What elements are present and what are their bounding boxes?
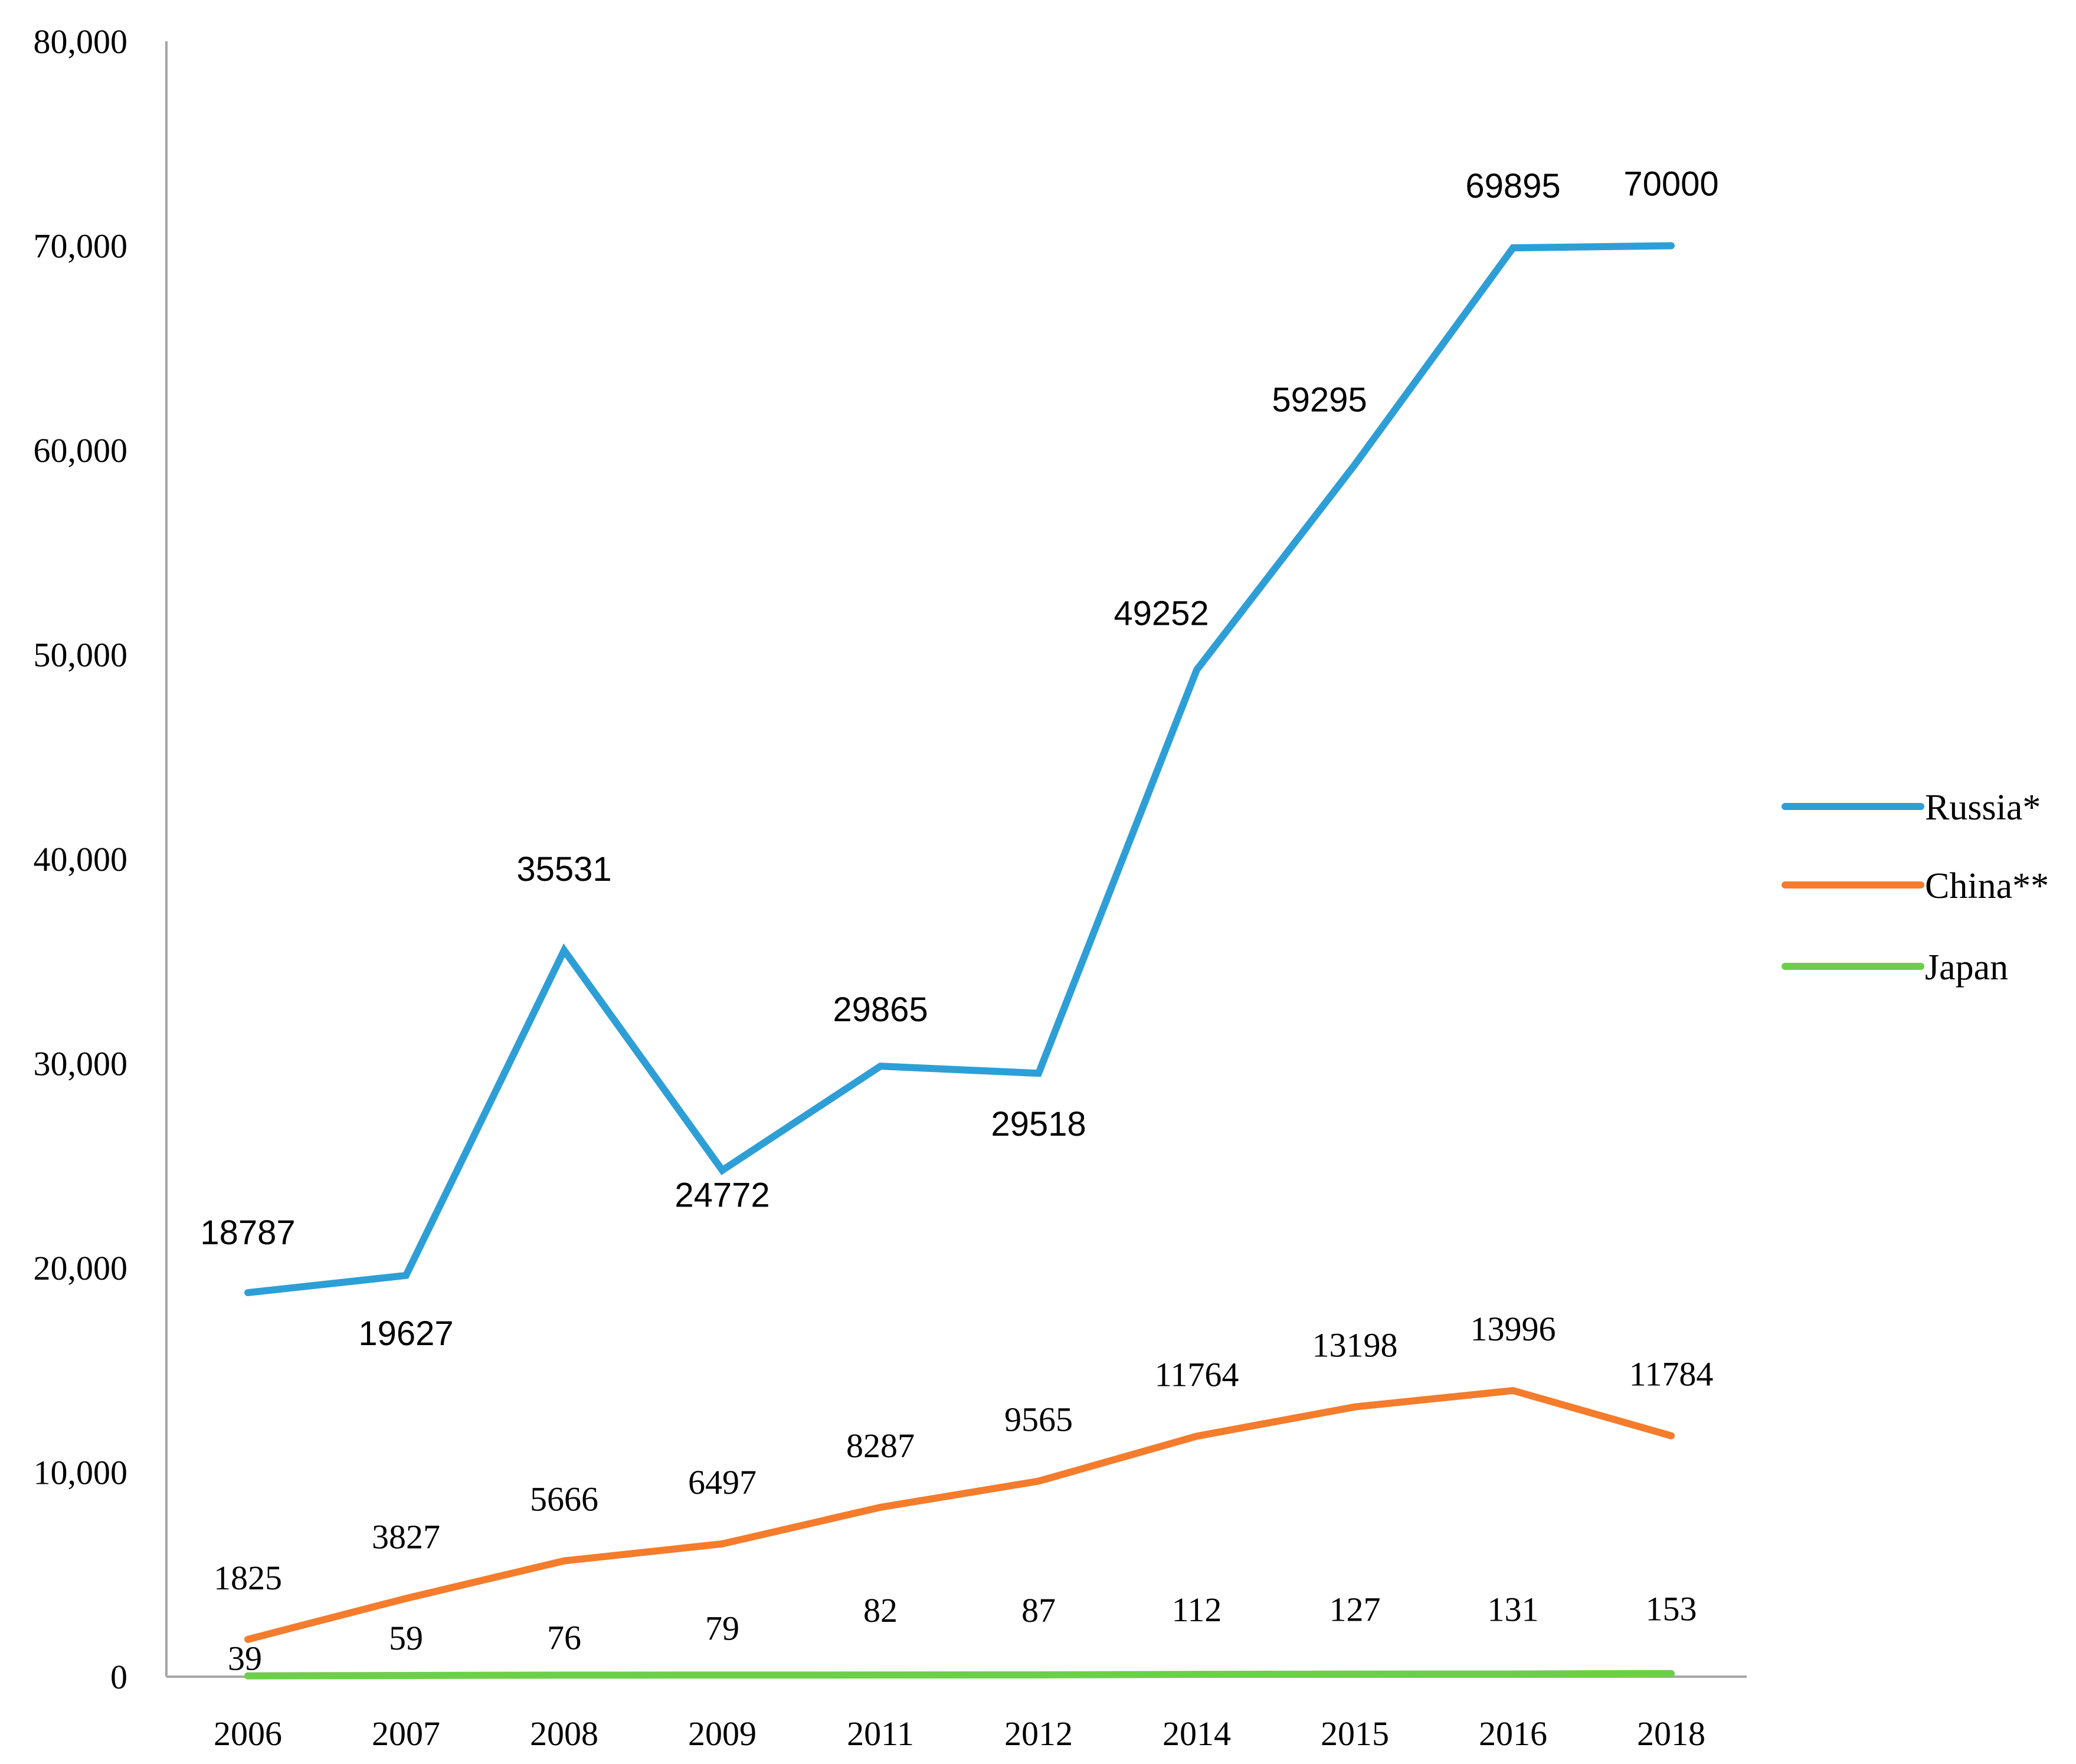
data-label: 18787 (200, 1214, 295, 1252)
y-tick-label: 40,000 (34, 840, 128, 878)
data-label: 112 (1172, 1591, 1222, 1629)
data-label: 13996 (1471, 1310, 1556, 1348)
data-label: 8287 (846, 1427, 915, 1465)
data-label: 39 (228, 1640, 262, 1678)
data-label: 29518 (991, 1105, 1086, 1143)
data-label: 29865 (833, 991, 928, 1029)
data-label: 1825 (214, 1559, 282, 1597)
legend-label: Japan (1925, 947, 2008, 988)
data-label: 11784 (1629, 1355, 1714, 1394)
x-tick-label: 2018 (1637, 1714, 1705, 1753)
x-tick-label: 2015 (1321, 1714, 1389, 1753)
x-tick-label: 2014 (1163, 1714, 1231, 1753)
data-label: 153 (1646, 1590, 1697, 1628)
data-label: 59 (389, 1619, 423, 1657)
data-label: 6497 (688, 1463, 757, 1501)
y-tick-label: 20,000 (34, 1249, 128, 1287)
data-label: 70000 (1623, 165, 1718, 204)
data-label: 3827 (372, 1517, 440, 1556)
y-tick-label: 50,000 (34, 636, 128, 674)
data-label: 59295 (1272, 381, 1367, 419)
x-tick-label: 2006 (214, 1714, 282, 1753)
x-tick-label: 2016 (1479, 1714, 1547, 1753)
data-label: 5666 (530, 1480, 598, 1519)
data-label: 49252 (1114, 594, 1209, 632)
data-label: 79 (705, 1609, 739, 1647)
series-line (244, 1670, 1675, 1680)
y-tick-label: 70,000 (34, 227, 128, 265)
data-label: 19627 (358, 1314, 453, 1353)
data-label: 127 (1330, 1591, 1381, 1629)
data-label: 13198 (1312, 1326, 1398, 1365)
data-label: 9565 (1004, 1401, 1073, 1439)
data-label: 82 (863, 1591, 898, 1629)
data-label: 69895 (1465, 167, 1560, 205)
data-label: 131 (1488, 1590, 1539, 1628)
x-tick-label: 2008 (530, 1714, 598, 1753)
y-tick-label: 60,000 (34, 431, 128, 470)
data-label: 87 (1021, 1591, 1056, 1629)
legend-label: China** (1925, 866, 2049, 906)
y-tick-label: 10,000 (34, 1454, 128, 1492)
data-label: 35531 (516, 850, 611, 888)
x-tick-label: 2012 (1004, 1714, 1073, 1753)
x-tick-label: 2007 (372, 1714, 440, 1753)
data-label: 11764 (1155, 1355, 1239, 1394)
y-tick-label: 80,000 (34, 22, 128, 61)
legend-label: Russia* (1925, 788, 2041, 828)
x-tick-label: 2009 (688, 1714, 757, 1753)
series-line (244, 242, 1675, 1297)
y-tick-label: 0 (110, 1658, 127, 1696)
x-tick-label: 2011 (847, 1714, 914, 1753)
data-label: 76 (547, 1618, 581, 1657)
series-line (244, 1386, 1675, 1643)
data-label: 24772 (674, 1176, 770, 1215)
y-tick-label: 30,000 (34, 1045, 128, 1083)
